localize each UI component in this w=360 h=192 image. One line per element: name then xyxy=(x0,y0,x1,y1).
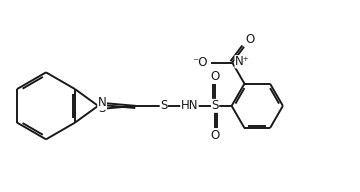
Text: O: O xyxy=(246,33,255,46)
Text: S: S xyxy=(98,102,106,115)
Text: O: O xyxy=(211,70,220,83)
Text: S: S xyxy=(211,99,219,112)
Text: S: S xyxy=(160,99,167,112)
Text: ⁻O: ⁻O xyxy=(193,56,208,69)
Text: HN: HN xyxy=(181,99,198,112)
Text: O: O xyxy=(211,129,220,142)
Text: N: N xyxy=(98,96,107,109)
Text: N⁺: N⁺ xyxy=(235,55,249,68)
